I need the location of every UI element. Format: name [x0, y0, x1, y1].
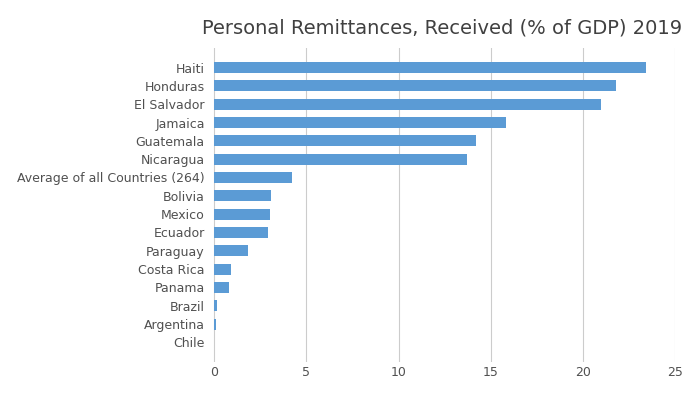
Bar	[214, 99, 601, 110]
Bar	[214, 209, 269, 220]
Bar	[214, 227, 268, 238]
Bar	[214, 282, 229, 293]
Bar	[214, 117, 505, 128]
Title: Personal Remittances, Received (% of GDP) 2019: Personal Remittances, Received (% of GDP…	[202, 19, 682, 38]
Bar	[214, 245, 248, 256]
Bar	[214, 80, 616, 92]
Bar	[214, 172, 292, 183]
Bar	[214, 135, 476, 146]
Bar	[214, 154, 467, 165]
Bar	[214, 318, 216, 330]
Bar	[214, 263, 231, 275]
Bar	[214, 300, 217, 311]
Bar	[214, 190, 271, 201]
Bar	[214, 62, 646, 73]
